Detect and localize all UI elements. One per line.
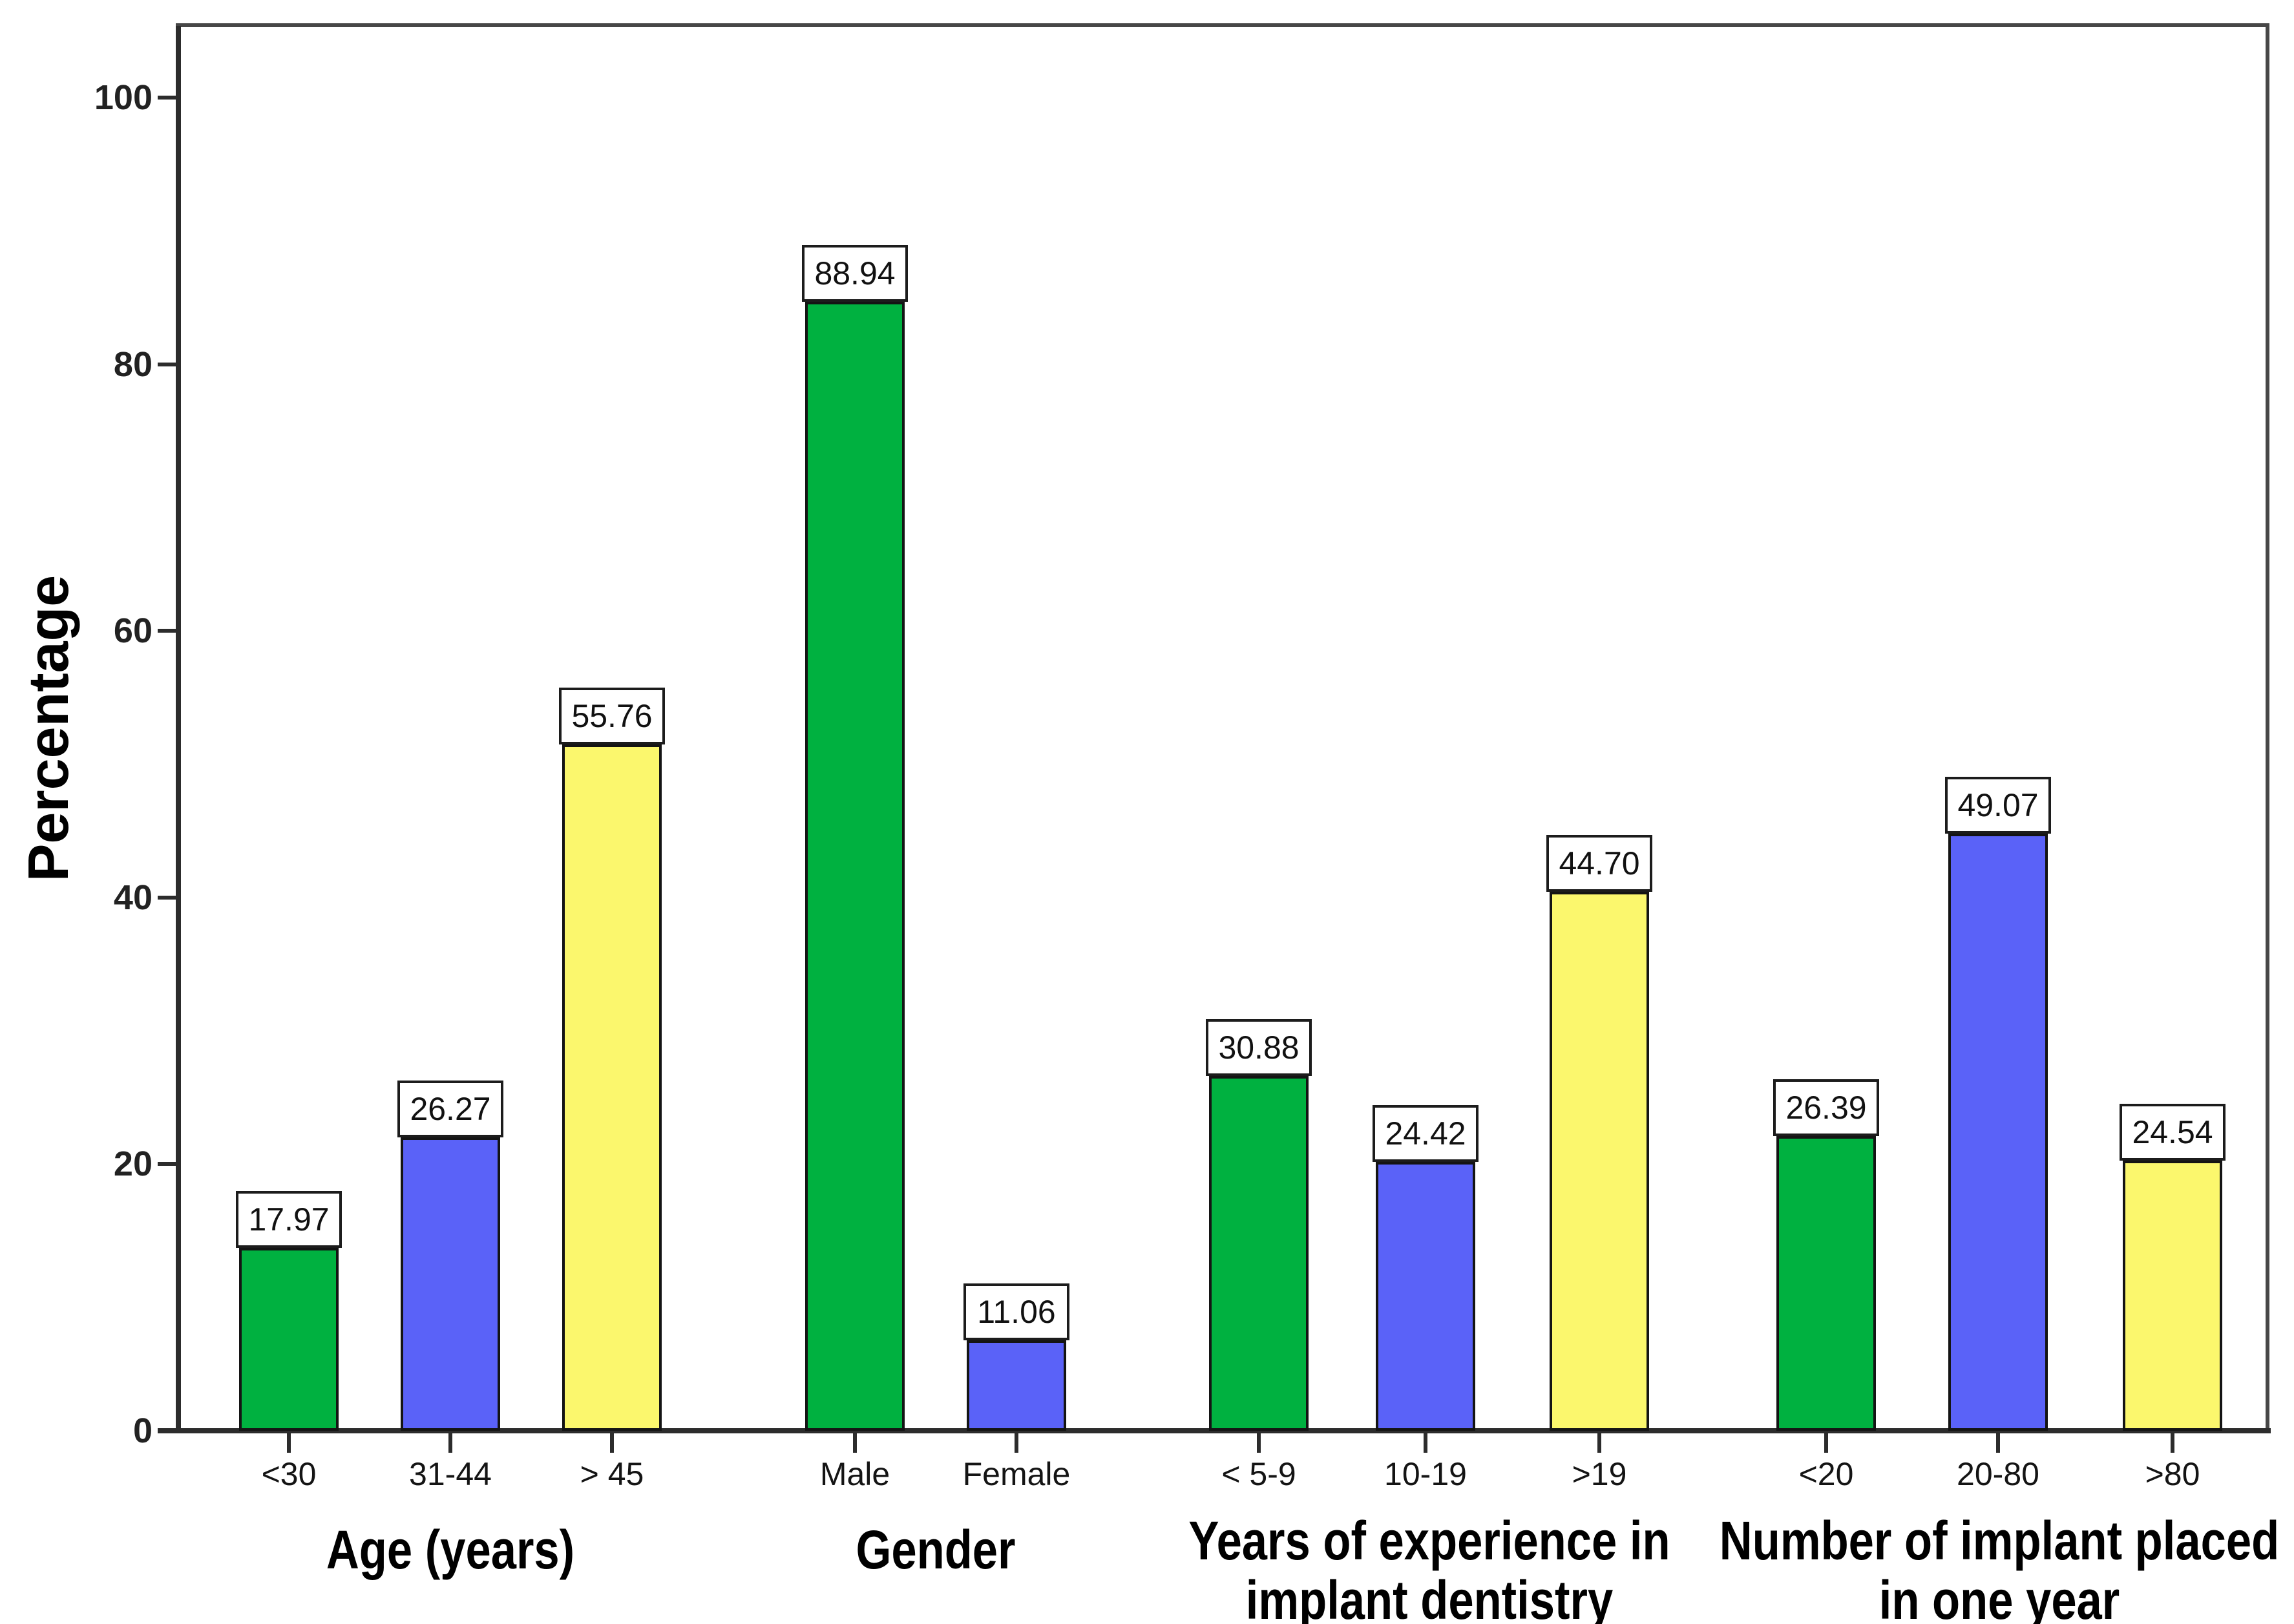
- x-tick-mark: [1996, 1433, 2000, 1453]
- category-label: <30: [261, 1456, 317, 1492]
- bar-column: 24.54: [2120, 1104, 2226, 1431]
- y-tick-mark: [158, 895, 176, 900]
- y-tick-mark: [158, 629, 176, 633]
- category-label: Female: [962, 1456, 1071, 1492]
- group-label: Years of experience in implant dentistry: [1049, 1511, 1809, 1624]
- plot-border: [176, 23, 2269, 1431]
- bar-number-of-implant-placed-in-one-year->80: [2123, 1161, 2222, 1431]
- bar-value-box: 26.39: [1773, 1079, 1879, 1136]
- bar-column: 88.94: [802, 245, 908, 1431]
- bar-value-label: 55.76: [571, 698, 653, 734]
- x-tick-mark: [448, 1433, 452, 1453]
- bar-number-of-implant-placed-in-one-year-<20: [1776, 1136, 1876, 1431]
- category-label: 10-19: [1384, 1456, 1467, 1492]
- bar-value-box: 88.94: [802, 245, 908, 302]
- bar-value-label: 26.27: [410, 1091, 491, 1127]
- bar-years-of-experience-in-implant-dentistry->19: [1550, 892, 1649, 1431]
- group-label-line: Age (years): [326, 1519, 575, 1580]
- bar-age-(years)-<30: [239, 1248, 339, 1431]
- group-label: Gender: [556, 1520, 1316, 1579]
- bar-value-label: 30.88: [1218, 1029, 1300, 1066]
- bar-value-box: 55.76: [559, 688, 665, 744]
- bar-column: 11.06: [963, 1283, 1069, 1431]
- y-tick-label: 100: [94, 78, 153, 117]
- category-label: 31-44: [409, 1456, 492, 1492]
- x-tick-mark: [2171, 1433, 2174, 1453]
- bar-value-label: 88.94: [814, 255, 896, 291]
- bar-age-(years)-> 45: [562, 744, 662, 1431]
- y-axis-line: [176, 26, 181, 1433]
- bar-gender-Female: [967, 1340, 1066, 1431]
- category-label: Male: [819, 1456, 890, 1492]
- group-label-line: Years of experience in: [1188, 1510, 1670, 1571]
- group-label-line: Number of implant placed: [1719, 1510, 2280, 1571]
- bar-age-(years)-31-44: [401, 1137, 500, 1431]
- bar-value-box: 24.42: [1373, 1105, 1478, 1162]
- bar-value-label: 17.97: [248, 1201, 330, 1238]
- y-tick-mark: [158, 362, 176, 366]
- group-label-line: Gender: [856, 1519, 1016, 1580]
- bar-value-label: 24.42: [1385, 1115, 1466, 1152]
- category-label: < 5-9: [1221, 1456, 1296, 1492]
- x-tick-mark: [610, 1433, 614, 1453]
- category-label: 20-80: [1957, 1456, 2039, 1492]
- bar-column: 49.07: [1945, 777, 2051, 1431]
- category-label: <20: [1798, 1456, 1854, 1492]
- x-tick-mark: [1257, 1433, 1261, 1453]
- bar-column: 44.70: [1546, 835, 1652, 1431]
- group-label: Number of implant placed in one year: [1619, 1511, 2294, 1624]
- bar-value-box: 24.54: [2120, 1104, 2226, 1161]
- bar-value-label: 49.07: [1957, 787, 2039, 823]
- bar-value-box: 17.97: [236, 1191, 342, 1248]
- group-label: Age (years): [70, 1520, 830, 1579]
- category-label: >19: [1572, 1456, 1627, 1492]
- x-tick-mark: [287, 1433, 291, 1453]
- bar-value-label: 44.70: [1559, 845, 1640, 881]
- bar-column: 17.97: [236, 1191, 342, 1431]
- bar-value-box: 30.88: [1206, 1019, 1312, 1076]
- bar-gender-Male: [805, 302, 905, 1431]
- x-tick-mark: [1597, 1433, 1601, 1453]
- y-tick-mark: [158, 96, 176, 100]
- x-axis-line: [158, 1428, 2271, 1433]
- bar-number-of-implant-placed-in-one-year-20-80: [1948, 834, 2048, 1431]
- y-tick-label: 20: [113, 1144, 153, 1184]
- x-tick-mark: [1015, 1433, 1018, 1453]
- bar-years-of-experience-in-implant-dentistry-10-19: [1376, 1162, 1475, 1431]
- bar-value-box: 44.70: [1546, 835, 1652, 892]
- bar-value-label: 11.06: [977, 1294, 1056, 1330]
- category-label: > 45: [580, 1456, 644, 1492]
- x-tick-mark: [1424, 1433, 1427, 1453]
- y-tick-label: 60: [113, 611, 153, 651]
- bar-value-box: 11.06: [963, 1283, 1069, 1340]
- x-tick-mark: [853, 1433, 857, 1453]
- bar-value-box: 49.07: [1945, 777, 2051, 834]
- bar-value-box: 26.27: [397, 1081, 503, 1137]
- bar-years-of-experience-in-implant-dentistry-< 5-9: [1209, 1076, 1309, 1431]
- y-tick-label: 40: [113, 878, 153, 917]
- bar-column: 30.88: [1206, 1019, 1312, 1431]
- x-tick-mark: [1824, 1433, 1828, 1453]
- bar-value-label: 26.39: [1785, 1090, 1867, 1126]
- group-label-line: in one year: [1878, 1570, 2120, 1624]
- y-tick-label: 80: [113, 344, 153, 384]
- bar-column: 26.27: [397, 1081, 503, 1431]
- y-tick-label: 0: [132, 1411, 153, 1450]
- bar-column: 24.42: [1373, 1105, 1478, 1431]
- group-label-line: implant dentistry: [1245, 1570, 1613, 1624]
- bar-column: 26.39: [1773, 1079, 1879, 1431]
- category-label: >80: [2145, 1456, 2200, 1492]
- y-tick-mark: [158, 1162, 176, 1166]
- bar-value-label: 24.54: [2132, 1114, 2213, 1150]
- bar-column: 55.76: [559, 688, 665, 1431]
